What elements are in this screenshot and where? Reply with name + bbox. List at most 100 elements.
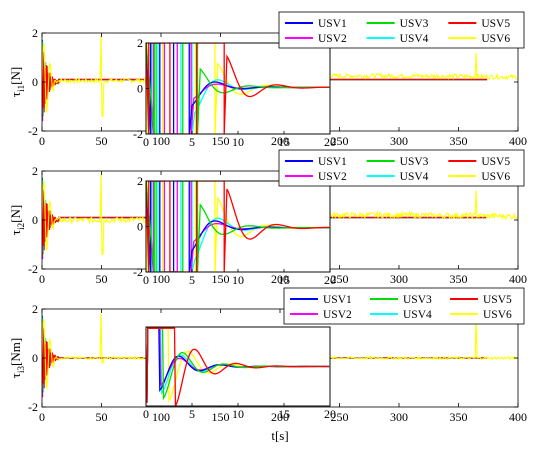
legend-label-usv1: USV1 xyxy=(318,156,347,168)
legend-label-usv6: USV6 xyxy=(481,171,510,183)
legend-label-usv3: USV3 xyxy=(400,18,429,30)
legend-label-usv5: USV5 xyxy=(481,156,510,168)
x-axis-label: t[s] xyxy=(271,428,288,443)
legend-label-usv6: USV6 xyxy=(483,309,512,321)
x-tick-label: 50 xyxy=(96,134,108,148)
inset-x-tick-label: 20 xyxy=(324,135,336,149)
y-tick-label: -2 xyxy=(28,124,38,138)
x-tick-label: 400 xyxy=(509,272,527,286)
inset-x-tick-label: 15 xyxy=(278,407,290,421)
legend-box xyxy=(278,149,525,187)
legend-label-usv5: USV5 xyxy=(481,18,510,30)
y-tick-label: 0 xyxy=(32,75,38,89)
x-tick-label: 400 xyxy=(509,134,527,148)
y-tick-label: 0 xyxy=(32,213,38,227)
inset-line-usv5 xyxy=(146,327,330,406)
inset-line-usv5 xyxy=(146,181,330,272)
inset-x-tick-label: 20 xyxy=(324,273,336,287)
x-tick-label: 100 xyxy=(152,410,170,424)
legend-label-usv3: USV3 xyxy=(400,156,429,168)
y-axis-label: τi1[N] xyxy=(8,67,26,97)
y-tick-label: 0 xyxy=(32,351,38,365)
y-axis-label-unit: [N] xyxy=(8,67,23,85)
inset-x-tick-label: 10 xyxy=(232,273,244,287)
inset-series-group xyxy=(146,181,330,272)
inset-x-tick-label: 5 xyxy=(189,273,195,287)
inset-x-tick-label: 10 xyxy=(232,407,244,421)
x-tick-label: 200 xyxy=(271,134,289,148)
x-tick-label: 150 xyxy=(212,410,230,424)
y-axis-label-subscript: i3 xyxy=(16,365,26,373)
legend-label-usv3: USV3 xyxy=(403,294,432,306)
y-axis-label: τi3[Nm] xyxy=(8,338,26,378)
legend: USV1 USV2 USV3 USV4 USV5 USV6 xyxy=(278,11,525,49)
x-tick-label: 250 xyxy=(331,134,349,148)
inset-y-tick-label: 2 xyxy=(137,174,143,188)
inset-x-tick-label: 15 xyxy=(278,273,290,287)
y-tick-label: 2 xyxy=(32,164,38,178)
x-tick-label: 50 xyxy=(96,410,108,424)
inset-axes: 0 5 10 15 20 xyxy=(143,326,336,421)
y-axis-label: τi2[N] xyxy=(8,205,26,235)
y-axis-label-symbol: τ xyxy=(8,373,23,378)
main-series-group xyxy=(42,173,518,260)
x-tick-label: 150 xyxy=(212,134,230,148)
main-series-group xyxy=(42,313,518,398)
legend-label-usv2: USV2 xyxy=(318,33,347,45)
y-axis-label-symbol: τ xyxy=(8,92,23,97)
panel-3: 0 50 100 150 200 250 300 350 40020-2τi3[Nm]t[s]0… xyxy=(8,287,527,443)
inset-y-tick-label: -2 xyxy=(133,265,143,279)
legend: USV1 USV2 USV3 USV4 USV5 USV6 xyxy=(278,149,525,187)
x-tick-label: 250 xyxy=(331,272,349,286)
x-tick-label: 300 xyxy=(390,134,408,148)
legend-label-usv6: USV6 xyxy=(481,33,510,45)
x-tick-label: 150 xyxy=(212,272,230,286)
y-tick-label: 2 xyxy=(32,26,38,40)
y-axis-label-subscript: i2 xyxy=(16,223,26,230)
inset-series-group xyxy=(146,43,330,134)
inset-x-tick-label: 20 xyxy=(324,407,336,421)
inset-y-tick-label: 0 xyxy=(137,82,143,96)
inset-y-tick-label: 0 xyxy=(137,220,143,234)
x-tick-label: 50 xyxy=(96,272,108,286)
y-tick-label: -2 xyxy=(28,400,38,414)
legend-label-usv4: USV4 xyxy=(400,171,429,183)
inset-series-group xyxy=(146,327,330,406)
inset-x-tick-label: 10 xyxy=(232,135,244,149)
x-tick-label: 0 xyxy=(39,410,45,424)
legend-label-usv4: USV4 xyxy=(403,309,432,321)
x-tick-label: 100 xyxy=(152,272,170,286)
legend-box xyxy=(283,287,525,325)
x-tick-label: 350 xyxy=(450,134,468,148)
x-tick-label: 100 xyxy=(152,134,170,148)
x-tick-label: 200 xyxy=(271,410,289,424)
inset-x-tick-label: 0 xyxy=(143,135,149,149)
inset-x-tick-label: 5 xyxy=(189,135,195,149)
inset-line-usv3 xyxy=(146,43,330,134)
inset-x-tick-label: 0 xyxy=(143,273,149,287)
inset-line-usv5 xyxy=(146,43,330,134)
x-tick-label: 350 xyxy=(450,272,468,286)
legend-label-usv1: USV1 xyxy=(318,18,347,30)
legend-label-usv2: USV2 xyxy=(318,171,347,183)
inset-line-usv3 xyxy=(146,181,330,272)
inset-y-tick-label: 2 xyxy=(137,36,143,50)
x-tick-label: 300 xyxy=(390,272,408,286)
legend: USV1 USV2 USV3 USV4 USV5 USV6 xyxy=(283,287,525,325)
legend-label-usv2: USV2 xyxy=(323,309,352,321)
legend-label-usv5: USV5 xyxy=(483,294,512,306)
y-axis-label-symbol: τ xyxy=(8,230,23,235)
y-axis-label-subscript: i1 xyxy=(16,85,26,92)
x-tick-label: 0 xyxy=(39,272,45,286)
y-tick-label: -2 xyxy=(28,262,38,276)
x-tick-label: 350 xyxy=(450,410,468,424)
inset-x-tick-label: 0 xyxy=(143,407,149,421)
x-tick-label: 400 xyxy=(509,410,527,424)
x-tick-label: 250 xyxy=(331,410,349,424)
inset-x-tick-label: 5 xyxy=(189,407,195,421)
legend-label-usv1: USV1 xyxy=(323,294,352,306)
